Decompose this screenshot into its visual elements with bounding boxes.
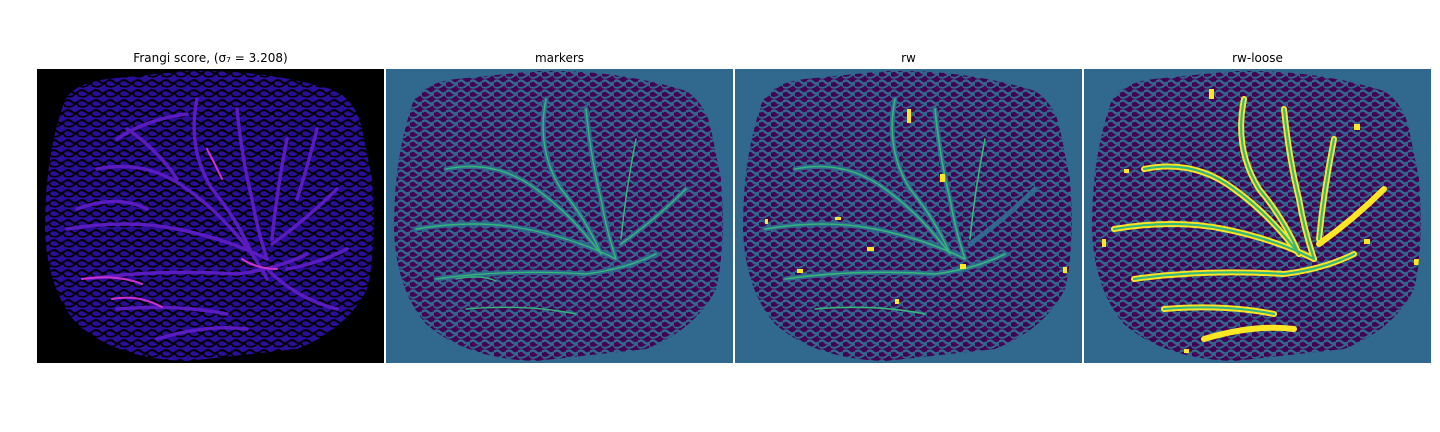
rw-loose-image xyxy=(1084,69,1431,363)
frangi-image-svg xyxy=(37,69,384,363)
markers-panel: markers xyxy=(386,0,733,432)
rw-image-svg xyxy=(735,69,1082,363)
frangi-image xyxy=(37,69,384,363)
rw-loose-panel: rw-loose xyxy=(1084,0,1431,432)
panel-title: rw-loose xyxy=(1232,51,1283,65)
panel-title: rw xyxy=(901,51,916,65)
rw-loose-image-svg xyxy=(1084,69,1431,363)
markers-image-svg xyxy=(386,69,733,363)
panel-title: markers xyxy=(534,51,585,65)
panel-title: Frangi score, (σ₇ = 3.208) xyxy=(133,51,288,65)
markers-image xyxy=(386,69,733,363)
rw-image xyxy=(735,69,1082,363)
rw-panel: rw xyxy=(735,0,1082,432)
frangi-panel: Frangi score, (σ₇ = 3.208) xyxy=(37,0,384,432)
